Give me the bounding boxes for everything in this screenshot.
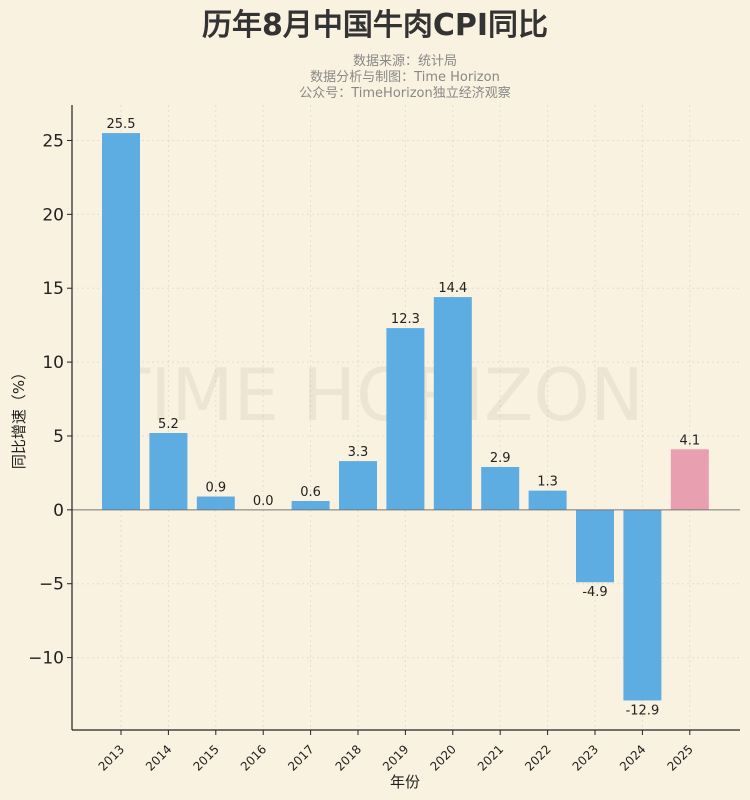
x-tick-label-2025: 2025 [664,742,695,773]
bar-2017 [291,500,330,510]
bar-2023 [576,509,614,583]
x-tick-label-2014: 2014 [143,742,174,773]
x-tick-label-2020: 2020 [427,742,458,773]
y-axis-label: 同比增速（%） [10,365,28,469]
data-label-2017: 0.6 [300,485,321,500]
data-label-2016: 0.0 [253,494,274,509]
bar-2022 [528,490,567,510]
x-axis-label: 年份 [390,773,420,791]
data-label-2025: 4.1 [679,433,700,448]
data-label-2024: -12.9 [626,703,660,718]
watermark: TIME HORIZON [105,353,644,437]
data-label-2013: 25.5 [107,117,136,132]
y-tick-label: 10 [42,353,64,373]
data-label-2018: 3.3 [348,445,369,460]
x-tick-label-2021: 2021 [475,742,506,773]
y-tick-label: 15 [42,279,64,299]
bar-2025 [670,449,709,510]
data-label-2023: -4.9 [582,585,607,600]
data-label-2022: 1.3 [537,475,558,490]
y-tick-label: −5 [39,575,64,595]
bar-2015 [196,496,235,510]
bar-2014 [149,433,188,510]
x-tick-label-2022: 2022 [522,742,553,773]
x-tick-label-2016: 2016 [238,742,269,773]
subtitle-line-2: 数据分析与制图：Time Horizon [310,70,500,85]
x-tick-label-2015: 2015 [190,742,221,773]
x-tick-label-2019: 2019 [380,742,411,773]
subtitle-line-3: 公众号：TimeHorizon独立经济观察 [299,86,511,101]
x-tick-label-2017: 2017 [285,742,316,773]
subtitle-line-1: 数据来源：统计局 [353,54,457,69]
data-label-2014: 5.2 [158,417,179,432]
y-tick-label: 25 [42,131,64,151]
y-tick-label: 20 [42,205,64,225]
bar-2019 [386,328,425,510]
x-tick-label-2023: 2023 [570,742,601,773]
bar-2021 [481,466,520,510]
y-tick-label: 5 [53,427,64,447]
chart-title: 历年8月中国牛肉CPI同比 [202,8,548,43]
data-label-2021: 2.9 [490,451,511,466]
bar-2020 [433,297,472,510]
bar-2013 [102,133,140,510]
bar-2018 [339,461,377,510]
x-tick-label-2024: 2024 [617,742,648,773]
y-tick-label: −10 [28,649,64,669]
bar-2024 [623,509,662,701]
data-label-2019: 12.3 [391,312,420,327]
data-label-2015: 0.9 [205,481,226,496]
y-tick-label: 0 [53,501,64,521]
data-label-2020: 14.4 [438,281,467,296]
x-tick-label-2018: 2018 [333,742,364,773]
x-tick-label-2013: 2013 [96,742,127,773]
